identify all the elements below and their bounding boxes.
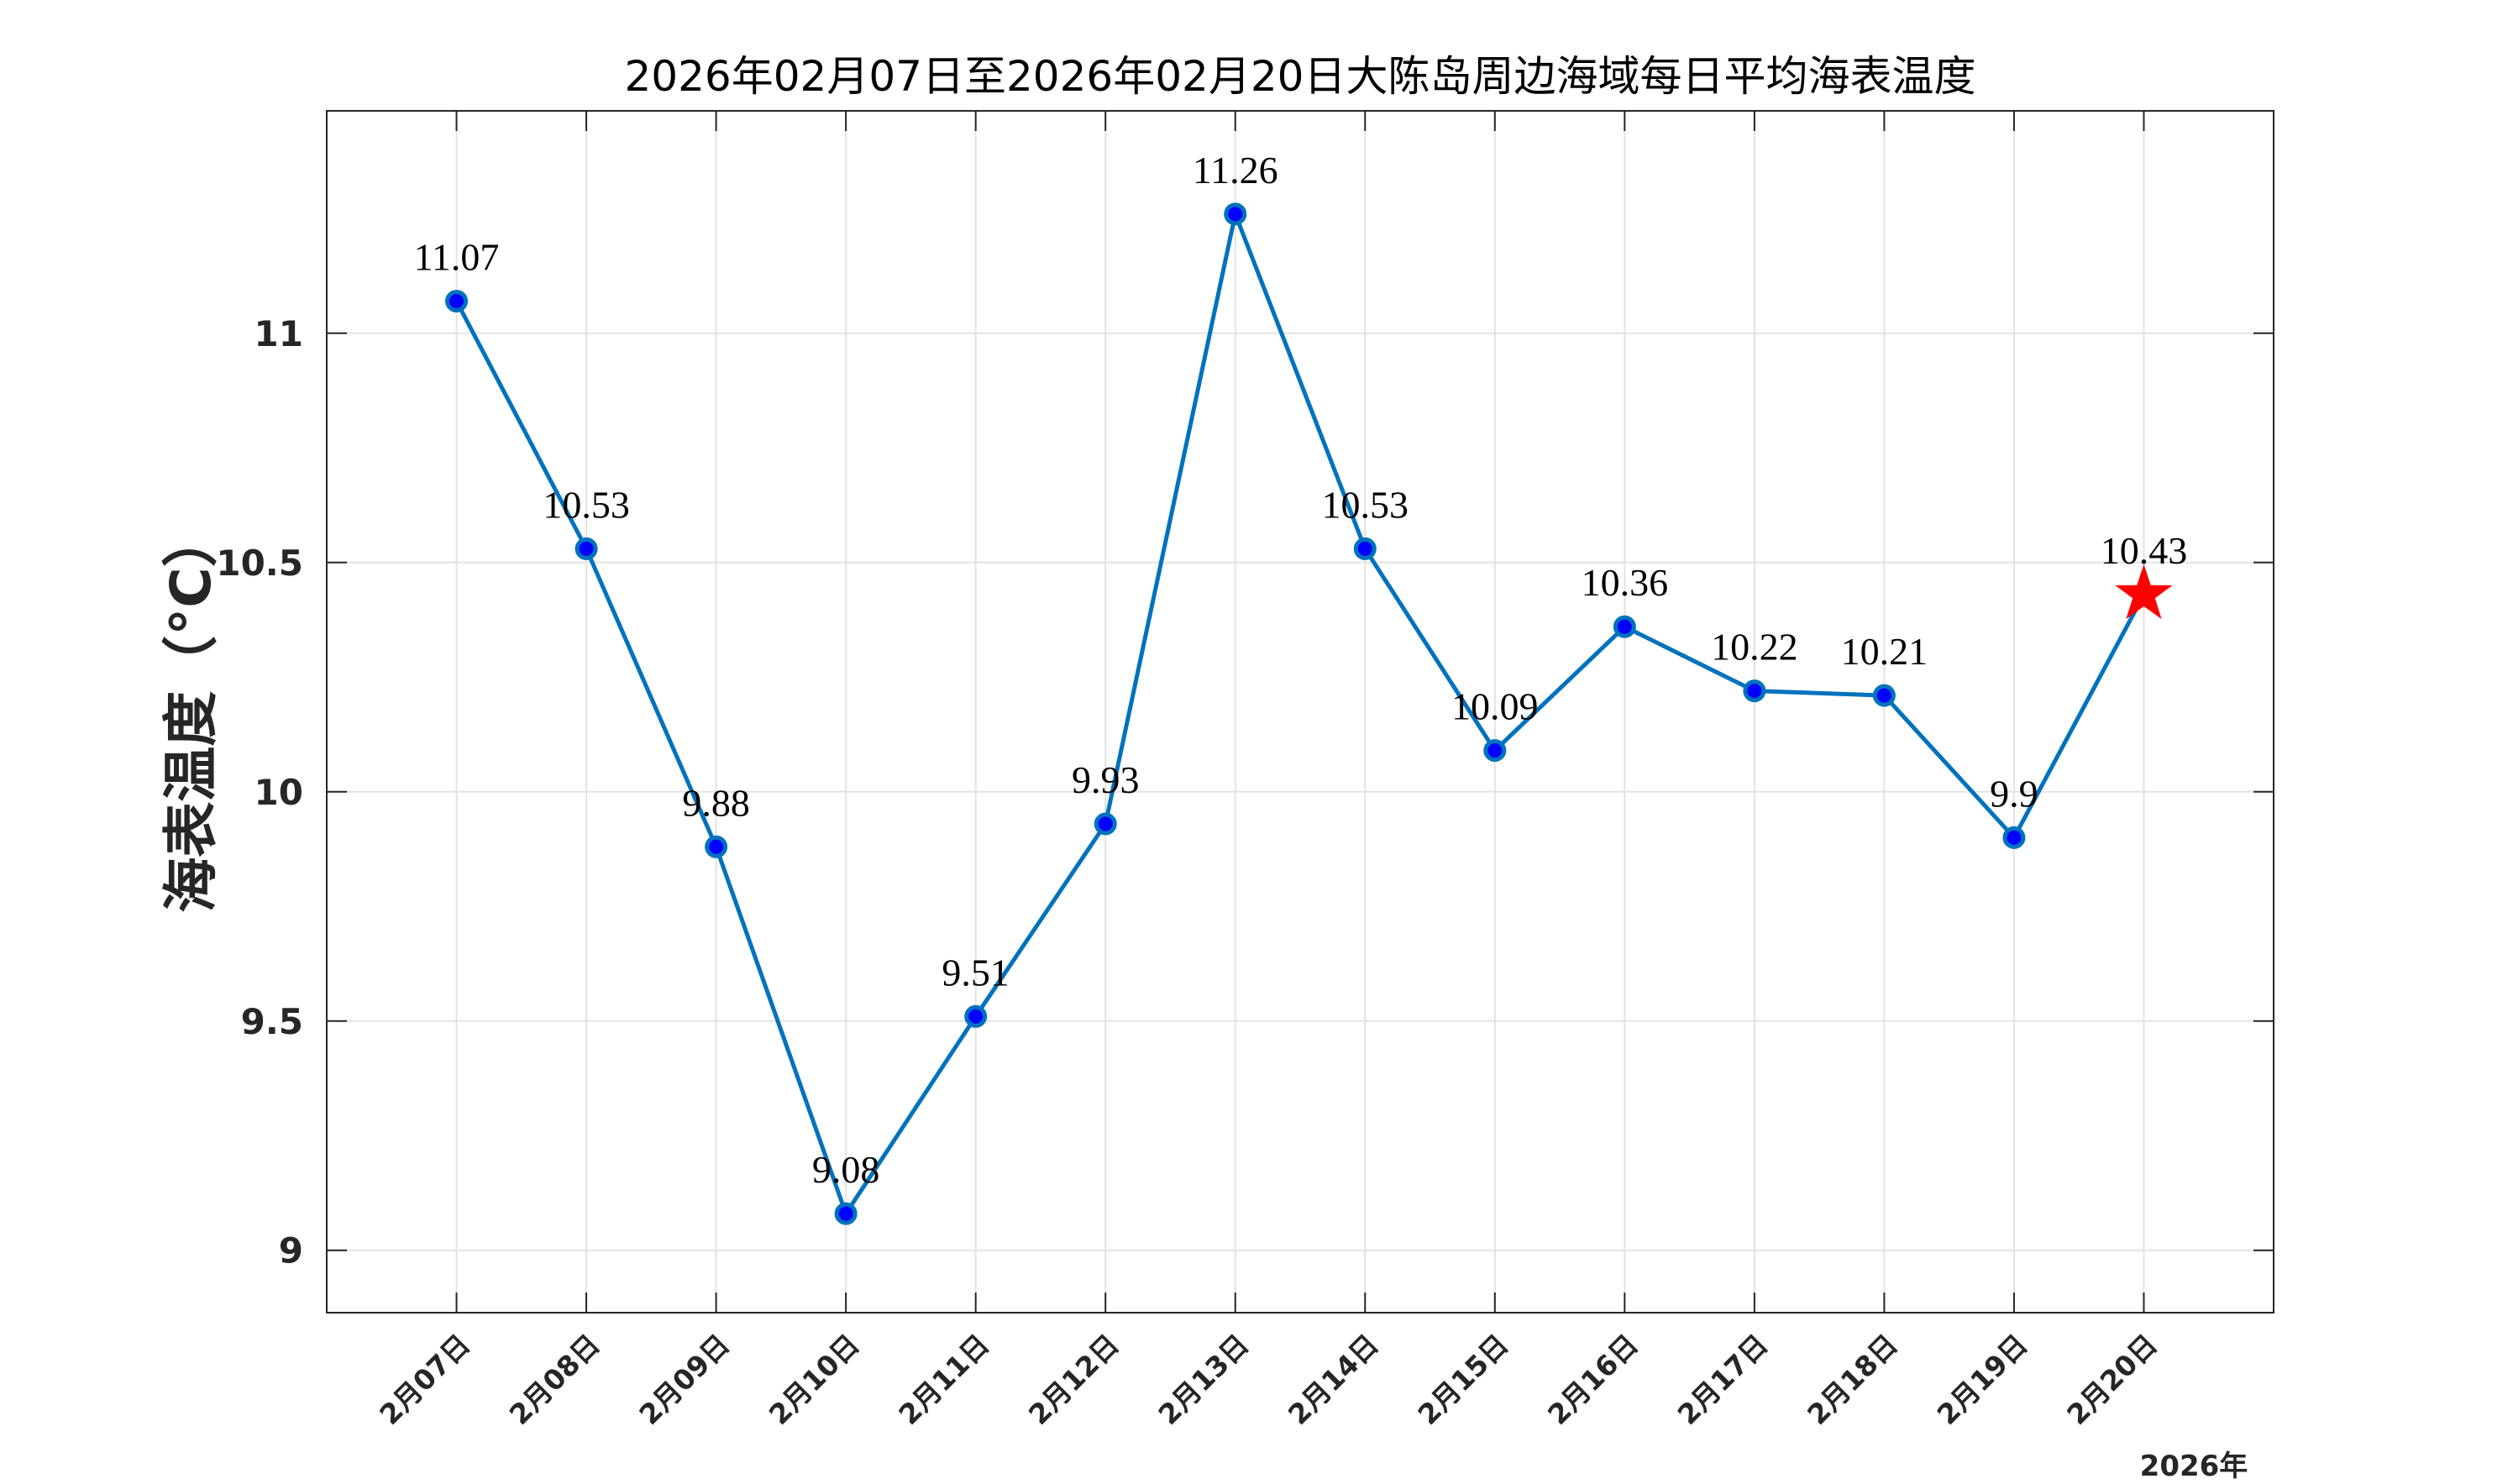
data-point	[1224, 202, 1247, 226]
data-point	[1743, 679, 1766, 703]
data-label: 9.51	[942, 951, 1010, 994]
series-line	[454, 212, 2146, 1216]
data-labels: 11.07 10.53 9.88 9.08 9.51 9.93 11.26 10.53 10.0…	[414, 149, 2188, 1191]
data-point	[705, 835, 728, 858]
data-point	[2002, 826, 2026, 849]
axis-ticks	[327, 111, 2274, 1313]
data-point	[574, 537, 598, 560]
data-point	[1094, 812, 1117, 836]
plot-area	[326, 110, 2274, 1314]
data-label: 9.08	[812, 1148, 880, 1191]
data-point	[1613, 615, 1636, 638]
y-tick-labels: 9 9.5 10 10.5 11	[216, 313, 303, 1272]
data-label: 9.93	[1072, 758, 1140, 801]
data-label: 9.9	[1990, 772, 2038, 815]
y-tick-label: 10	[254, 772, 303, 813]
data-label: 10.53	[1322, 483, 1409, 526]
data-label: 10.53	[543, 483, 630, 526]
y-tick-label: 11	[254, 313, 303, 354]
data-point	[1872, 684, 1896, 707]
x-secondary-label: 2026年	[2140, 1450, 2248, 1483]
data-point	[834, 1202, 858, 1225]
data-point	[445, 290, 469, 313]
y-axis-label: 海表温度（°C）	[159, 511, 223, 912]
data-label: 10.21	[1841, 630, 1928, 673]
chart-title: 2026年02月07日至2026年02月20日大陈岛周边海域每日平均海表温度	[625, 52, 1976, 101]
data-point	[1353, 537, 1377, 560]
data-label: 11.26	[1193, 149, 1278, 191]
highlight-star-marker	[2115, 564, 2173, 620]
data-label: 10.43	[2101, 529, 2188, 572]
data-point	[964, 1004, 988, 1028]
y-tick-label: 10.5	[216, 543, 303, 584]
y-tick-label: 9	[279, 1230, 303, 1272]
data-label: 9.88	[682, 781, 750, 824]
data-label: 10.22	[1711, 626, 1798, 669]
y-tick-label: 9.5	[241, 1001, 303, 1042]
data-label: 11.07	[414, 236, 500, 279]
data-label: 10.09	[1451, 685, 1539, 728]
data-point	[1483, 739, 1507, 763]
data-label: 10.36	[1582, 561, 1669, 604]
data-markers	[445, 202, 2173, 1225]
